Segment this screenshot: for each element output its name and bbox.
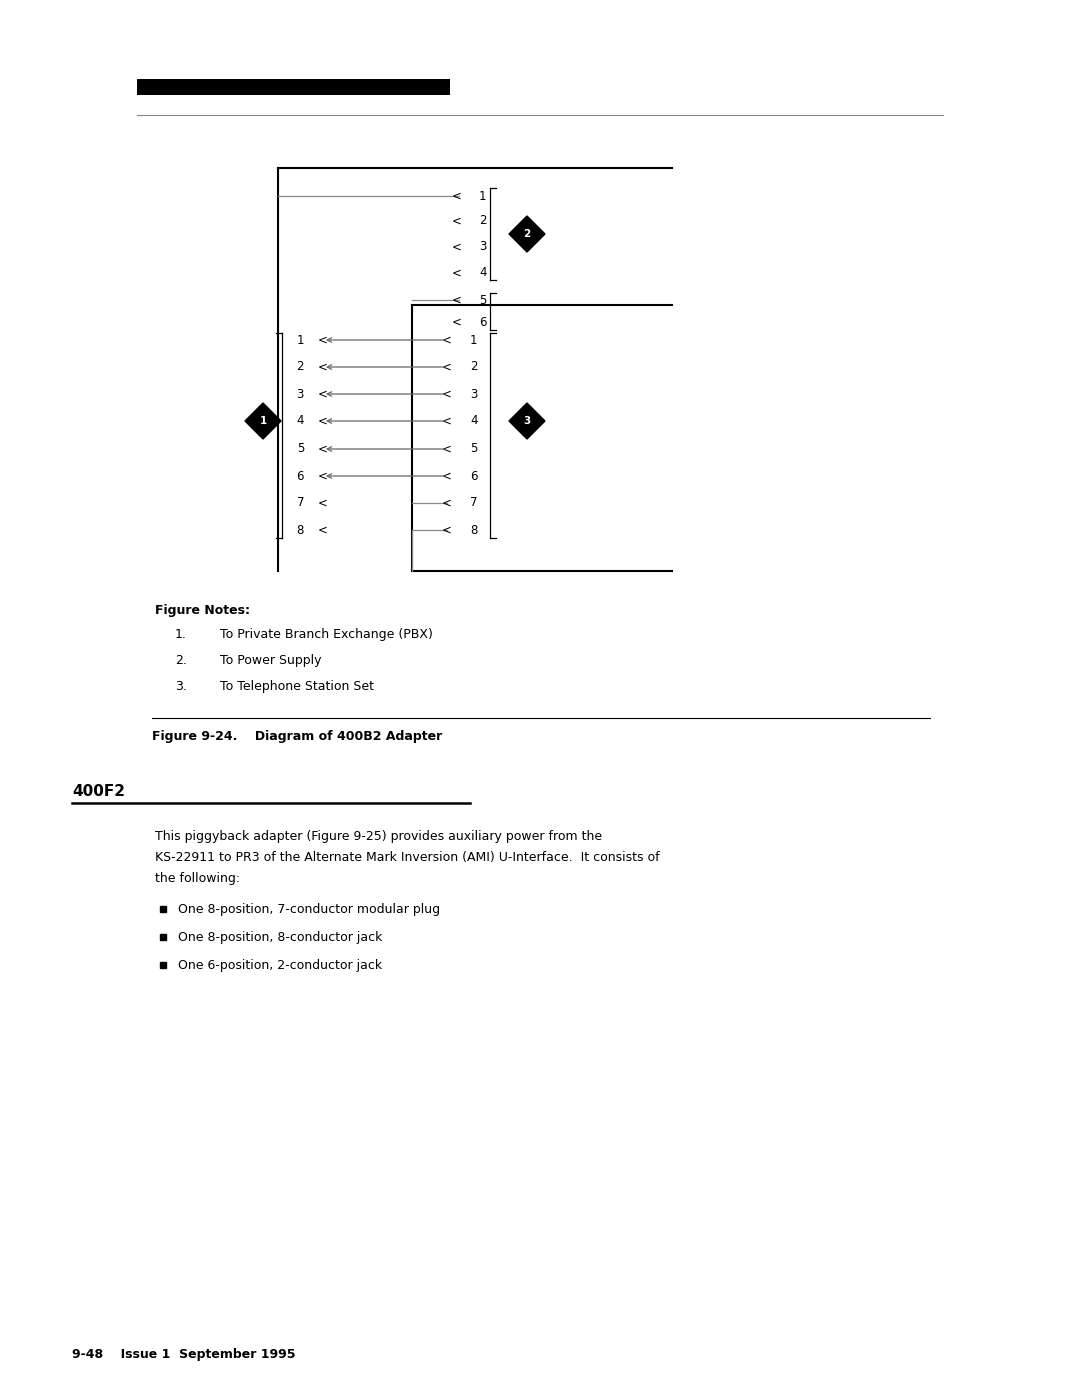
Text: 2: 2 — [480, 215, 486, 228]
Text: <: < — [442, 387, 453, 401]
Text: KS-22911 to PR3 of the Alternate Mark Inversion (AMI) U-Interface.  It consists : KS-22911 to PR3 of the Alternate Mark In… — [156, 851, 660, 863]
Text: 1: 1 — [297, 334, 303, 346]
Text: <: < — [453, 215, 462, 228]
Text: <: < — [318, 334, 328, 346]
Text: 8: 8 — [297, 524, 303, 536]
Text: 6: 6 — [470, 469, 477, 482]
Text: <: < — [453, 190, 462, 203]
Text: <: < — [318, 415, 328, 427]
Text: 7: 7 — [297, 496, 303, 510]
Text: 400F2: 400F2 — [72, 784, 125, 799]
Text: 6: 6 — [297, 469, 303, 482]
Bar — [160, 935, 166, 940]
Polygon shape — [245, 402, 281, 439]
Text: 1: 1 — [480, 190, 486, 203]
Text: 4: 4 — [470, 415, 477, 427]
Text: <: < — [453, 267, 462, 279]
Text: <: < — [453, 240, 462, 253]
Text: 3: 3 — [480, 240, 486, 253]
Bar — [160, 907, 166, 912]
Text: <: < — [442, 496, 453, 510]
Text: 2: 2 — [470, 360, 477, 373]
Text: To Telephone Station Set: To Telephone Station Set — [220, 680, 374, 693]
Text: <: < — [453, 316, 462, 328]
Text: <: < — [318, 469, 328, 482]
Text: 4: 4 — [297, 415, 303, 427]
Text: To Power Supply: To Power Supply — [220, 654, 322, 666]
Text: 2: 2 — [524, 229, 530, 239]
Text: 3: 3 — [297, 387, 303, 401]
Text: One 8-position, 7-conductor modular plug: One 8-position, 7-conductor modular plug — [178, 902, 441, 916]
Text: 1.: 1. — [175, 629, 187, 641]
Text: <: < — [442, 469, 453, 482]
Bar — [160, 963, 166, 968]
Text: One 6-position, 2-conductor jack: One 6-position, 2-conductor jack — [178, 958, 382, 972]
Text: 9-48    Issue 1  September 1995: 9-48 Issue 1 September 1995 — [72, 1348, 296, 1361]
Text: 5: 5 — [480, 293, 486, 306]
Text: 8: 8 — [470, 524, 477, 536]
Text: 2: 2 — [297, 360, 303, 373]
Text: <: < — [453, 293, 462, 306]
Text: <: < — [318, 443, 328, 455]
Text: <: < — [442, 360, 453, 373]
Text: 1: 1 — [470, 334, 477, 346]
Text: <: < — [442, 443, 453, 455]
Text: 3.: 3. — [175, 680, 187, 693]
Text: This piggyback adapter (Figure 9-25) provides auxiliary power from the: This piggyback adapter (Figure 9-25) pro… — [156, 830, 603, 842]
Text: One 8-position, 8-conductor jack: One 8-position, 8-conductor jack — [178, 930, 382, 944]
Text: Figure 9-24.    Diagram of 400B2 Adapter: Figure 9-24. Diagram of 400B2 Adapter — [152, 731, 442, 743]
Text: 6: 6 — [480, 316, 486, 328]
Text: <: < — [442, 415, 453, 427]
Text: <: < — [318, 524, 328, 536]
Text: the following:: the following: — [156, 872, 240, 886]
Text: 4: 4 — [480, 267, 486, 279]
Text: <: < — [442, 524, 453, 536]
Text: 7: 7 — [470, 496, 477, 510]
Text: 1: 1 — [259, 416, 267, 426]
Text: 3: 3 — [524, 416, 530, 426]
Polygon shape — [509, 402, 545, 439]
Text: <: < — [318, 360, 328, 373]
Text: 5: 5 — [470, 443, 477, 455]
Text: To Private Branch Exchange (PBX): To Private Branch Exchange (PBX) — [220, 629, 433, 641]
Text: <: < — [318, 387, 328, 401]
Bar — [137, 80, 450, 95]
Text: <: < — [442, 334, 453, 346]
Text: 5: 5 — [297, 443, 303, 455]
Text: 2.: 2. — [175, 654, 187, 666]
Text: <: < — [318, 496, 328, 510]
Polygon shape — [509, 217, 545, 251]
Text: 3: 3 — [470, 387, 477, 401]
Text: Figure Notes:: Figure Notes: — [156, 604, 249, 617]
